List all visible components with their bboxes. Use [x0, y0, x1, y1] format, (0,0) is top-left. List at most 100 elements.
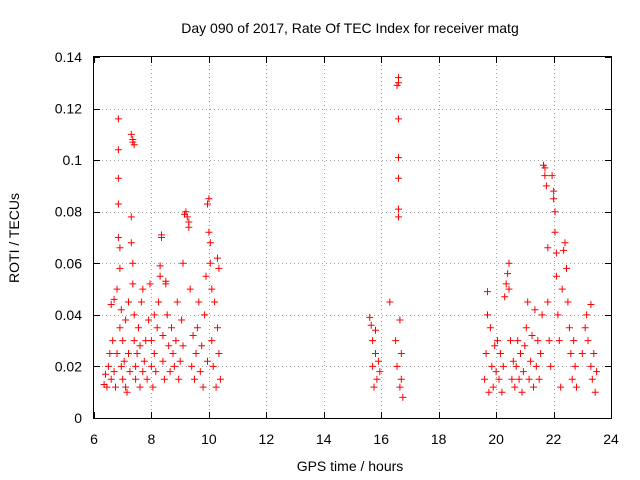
data-point: [374, 357, 382, 365]
data-point: [150, 350, 158, 357]
data-point: [147, 362, 155, 370]
data-point: [204, 357, 211, 365]
data-point: [117, 362, 125, 370]
data-point: [183, 213, 191, 221]
data-point: [140, 357, 148, 365]
data-point: [501, 293, 509, 301]
data-point: [188, 362, 196, 370]
data-point: [545, 337, 553, 345]
data-point: [504, 270, 512, 278]
data-point: [205, 228, 213, 236]
data-point: [564, 298, 572, 306]
data-point: [119, 337, 127, 345]
data-point: [209, 362, 217, 370]
data-point: [568, 375, 576, 383]
data-point: [393, 362, 401, 370]
data-point: [132, 362, 140, 370]
data-point: [113, 350, 121, 357]
data-point: [369, 337, 377, 345]
data-point: [525, 375, 533, 383]
data-point: [542, 182, 550, 190]
data-point: [505, 285, 513, 293]
data-point: [143, 375, 151, 383]
x-tick-labels: 6 8 10 12 14 16 18 20 22 24: [90, 431, 619, 447]
data-point: [397, 375, 405, 383]
data-point: [522, 324, 530, 332]
data-point: [550, 187, 558, 195]
data-point: [178, 316, 186, 324]
data-point: [496, 350, 504, 357]
data-point: [208, 285, 216, 293]
y-tick-label: 0.04: [55, 307, 82, 323]
data-point: [153, 324, 161, 332]
data-point: [511, 383, 519, 391]
data-point: [215, 264, 223, 272]
data-point: [139, 285, 147, 293]
data-point: [127, 130, 135, 138]
data-point: [547, 362, 555, 370]
data-point: [193, 324, 201, 332]
data-point: [372, 326, 379, 334]
data-point: [558, 285, 566, 293]
data-point: [158, 231, 165, 239]
data-point: [114, 174, 122, 182]
data-point: [485, 388, 493, 396]
data-points: [100, 74, 601, 401]
data-point: [127, 213, 135, 221]
data-point: [505, 259, 513, 267]
data-point: [386, 298, 394, 306]
data-point: [561, 239, 569, 247]
x-tick-label: 12: [259, 431, 275, 447]
data-point: [488, 362, 496, 370]
data-point: [396, 383, 404, 391]
data-point: [137, 298, 145, 306]
data-point: [550, 195, 558, 203]
x-tick-label: 6: [90, 431, 98, 447]
data-point: [146, 280, 154, 288]
data-point: [107, 301, 115, 308]
data-point: [571, 362, 579, 370]
grid-lines: [94, 57, 611, 418]
x-tick-label: 16: [373, 431, 389, 447]
data-point: [159, 357, 167, 365]
chart-title: Day 090 of 2017, Rate Of TEC Index for r…: [181, 20, 518, 36]
data-point: [156, 272, 164, 280]
data-point: [114, 200, 122, 208]
data-point: [502, 280, 510, 288]
data-point: [172, 337, 180, 345]
x-tick-label: 18: [431, 431, 447, 447]
data-point: [370, 383, 378, 391]
data-point: [196, 368, 204, 376]
data-point: [565, 324, 573, 332]
data-point: [117, 306, 125, 314]
data-point: [199, 383, 207, 391]
data-point: [176, 357, 184, 365]
data-point: [136, 342, 144, 350]
data-point: [112, 383, 119, 391]
data-point: [518, 388, 526, 396]
data-point: [159, 332, 167, 339]
data-point: [163, 311, 171, 319]
data-point: [182, 208, 190, 216]
data-point: [110, 368, 118, 376]
data-point: [114, 115, 122, 123]
data-point: [507, 337, 514, 345]
data-point: [114, 234, 122, 241]
data-point: [156, 262, 164, 270]
y-tick-label: 0: [74, 410, 82, 426]
data-point: [103, 383, 111, 391]
data-point: [139, 368, 147, 376]
data-point: [204, 200, 211, 208]
data-point: [481, 375, 489, 383]
data-point: [130, 311, 138, 319]
data-point: [168, 324, 175, 332]
data-point: [127, 239, 135, 247]
data-point: [570, 337, 578, 345]
data-point: [116, 324, 124, 332]
data-point: [206, 259, 214, 267]
data-point: [132, 375, 140, 383]
data-point: [548, 172, 556, 180]
data-point: [399, 393, 407, 401]
data-point: [593, 368, 601, 376]
data-point: [110, 295, 118, 303]
